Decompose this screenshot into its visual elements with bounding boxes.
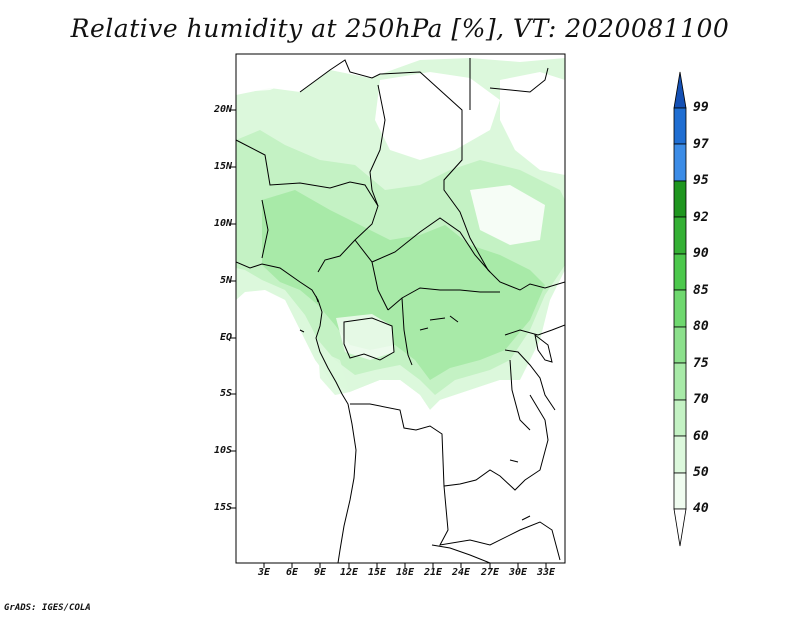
lat-label-10s: 10S (213, 445, 232, 456)
colorbar-label-40: 40 (693, 501, 709, 516)
colorbar-label-60: 60 (693, 429, 709, 444)
map-title: Relative humidity at 250hPa [%], VT: 202… (70, 14, 730, 43)
lon-label-12e: 12E (339, 567, 359, 578)
lat-label-10n: 10N (213, 218, 232, 229)
lon-label-18e: 18E (395, 567, 415, 578)
lon-label-3e: 3E (257, 567, 271, 578)
lon-label-33e: 33E (536, 567, 556, 578)
colorbar-label-50: 50 (693, 465, 709, 480)
colorbar-bottom-arrow (673, 508, 687, 547)
humidity-fill (236, 56, 565, 563)
colorbar-label-70: 70 (693, 392, 709, 407)
dry-patch-gabon (336, 314, 394, 360)
lat-label-5n: 5N (219, 275, 232, 286)
credit-text: GrADS: IGES/COLA (4, 603, 91, 613)
lon-label-24e: 24E (451, 567, 471, 578)
dry-patch-northeast (500, 72, 565, 175)
colorbar-label-75: 75 (693, 356, 709, 371)
colorbar-label-85: 85 (693, 283, 709, 298)
humidity-region-coast (318, 350, 350, 395)
lon-label-30e: 30E (508, 567, 528, 578)
lat-ticks (231, 109, 236, 509)
colorbar-top-arrow (673, 71, 687, 109)
lon-label-21e: 21E (423, 567, 443, 578)
dry-patch-central-east (470, 185, 545, 245)
lon-label-6e: 6E (285, 567, 299, 578)
lat-label-20n: 20N (213, 104, 232, 115)
dry-patch-north (375, 72, 500, 160)
colorbar (673, 71, 687, 547)
lon-label-27e: 27E (480, 567, 500, 578)
lat-label-5s: 5S (219, 388, 232, 399)
colorbar-label-95: 95 (693, 173, 709, 188)
lat-label-15s: 15S (213, 502, 232, 513)
dry-region-south (236, 292, 565, 563)
colorbar-label-90: 90 (693, 246, 709, 261)
colorbar-label-92: 92 (693, 210, 709, 225)
colorbar-label-80: 80 (693, 319, 709, 334)
colorbar-label-99: 99 (693, 100, 709, 115)
country-borders (236, 58, 565, 563)
humidity-region-south-patch (415, 285, 500, 365)
dry-patch-west (236, 56, 300, 92)
lat-label-15n: 15N (213, 161, 232, 172)
lat-label-eq: EQ (219, 332, 232, 343)
colorbar-label-97: 97 (693, 137, 709, 152)
map-frame (235, 53, 566, 564)
lon-label-9e: 9E (313, 567, 327, 578)
lon-ticks (263, 563, 547, 568)
lon-label-15e: 15E (367, 567, 387, 578)
